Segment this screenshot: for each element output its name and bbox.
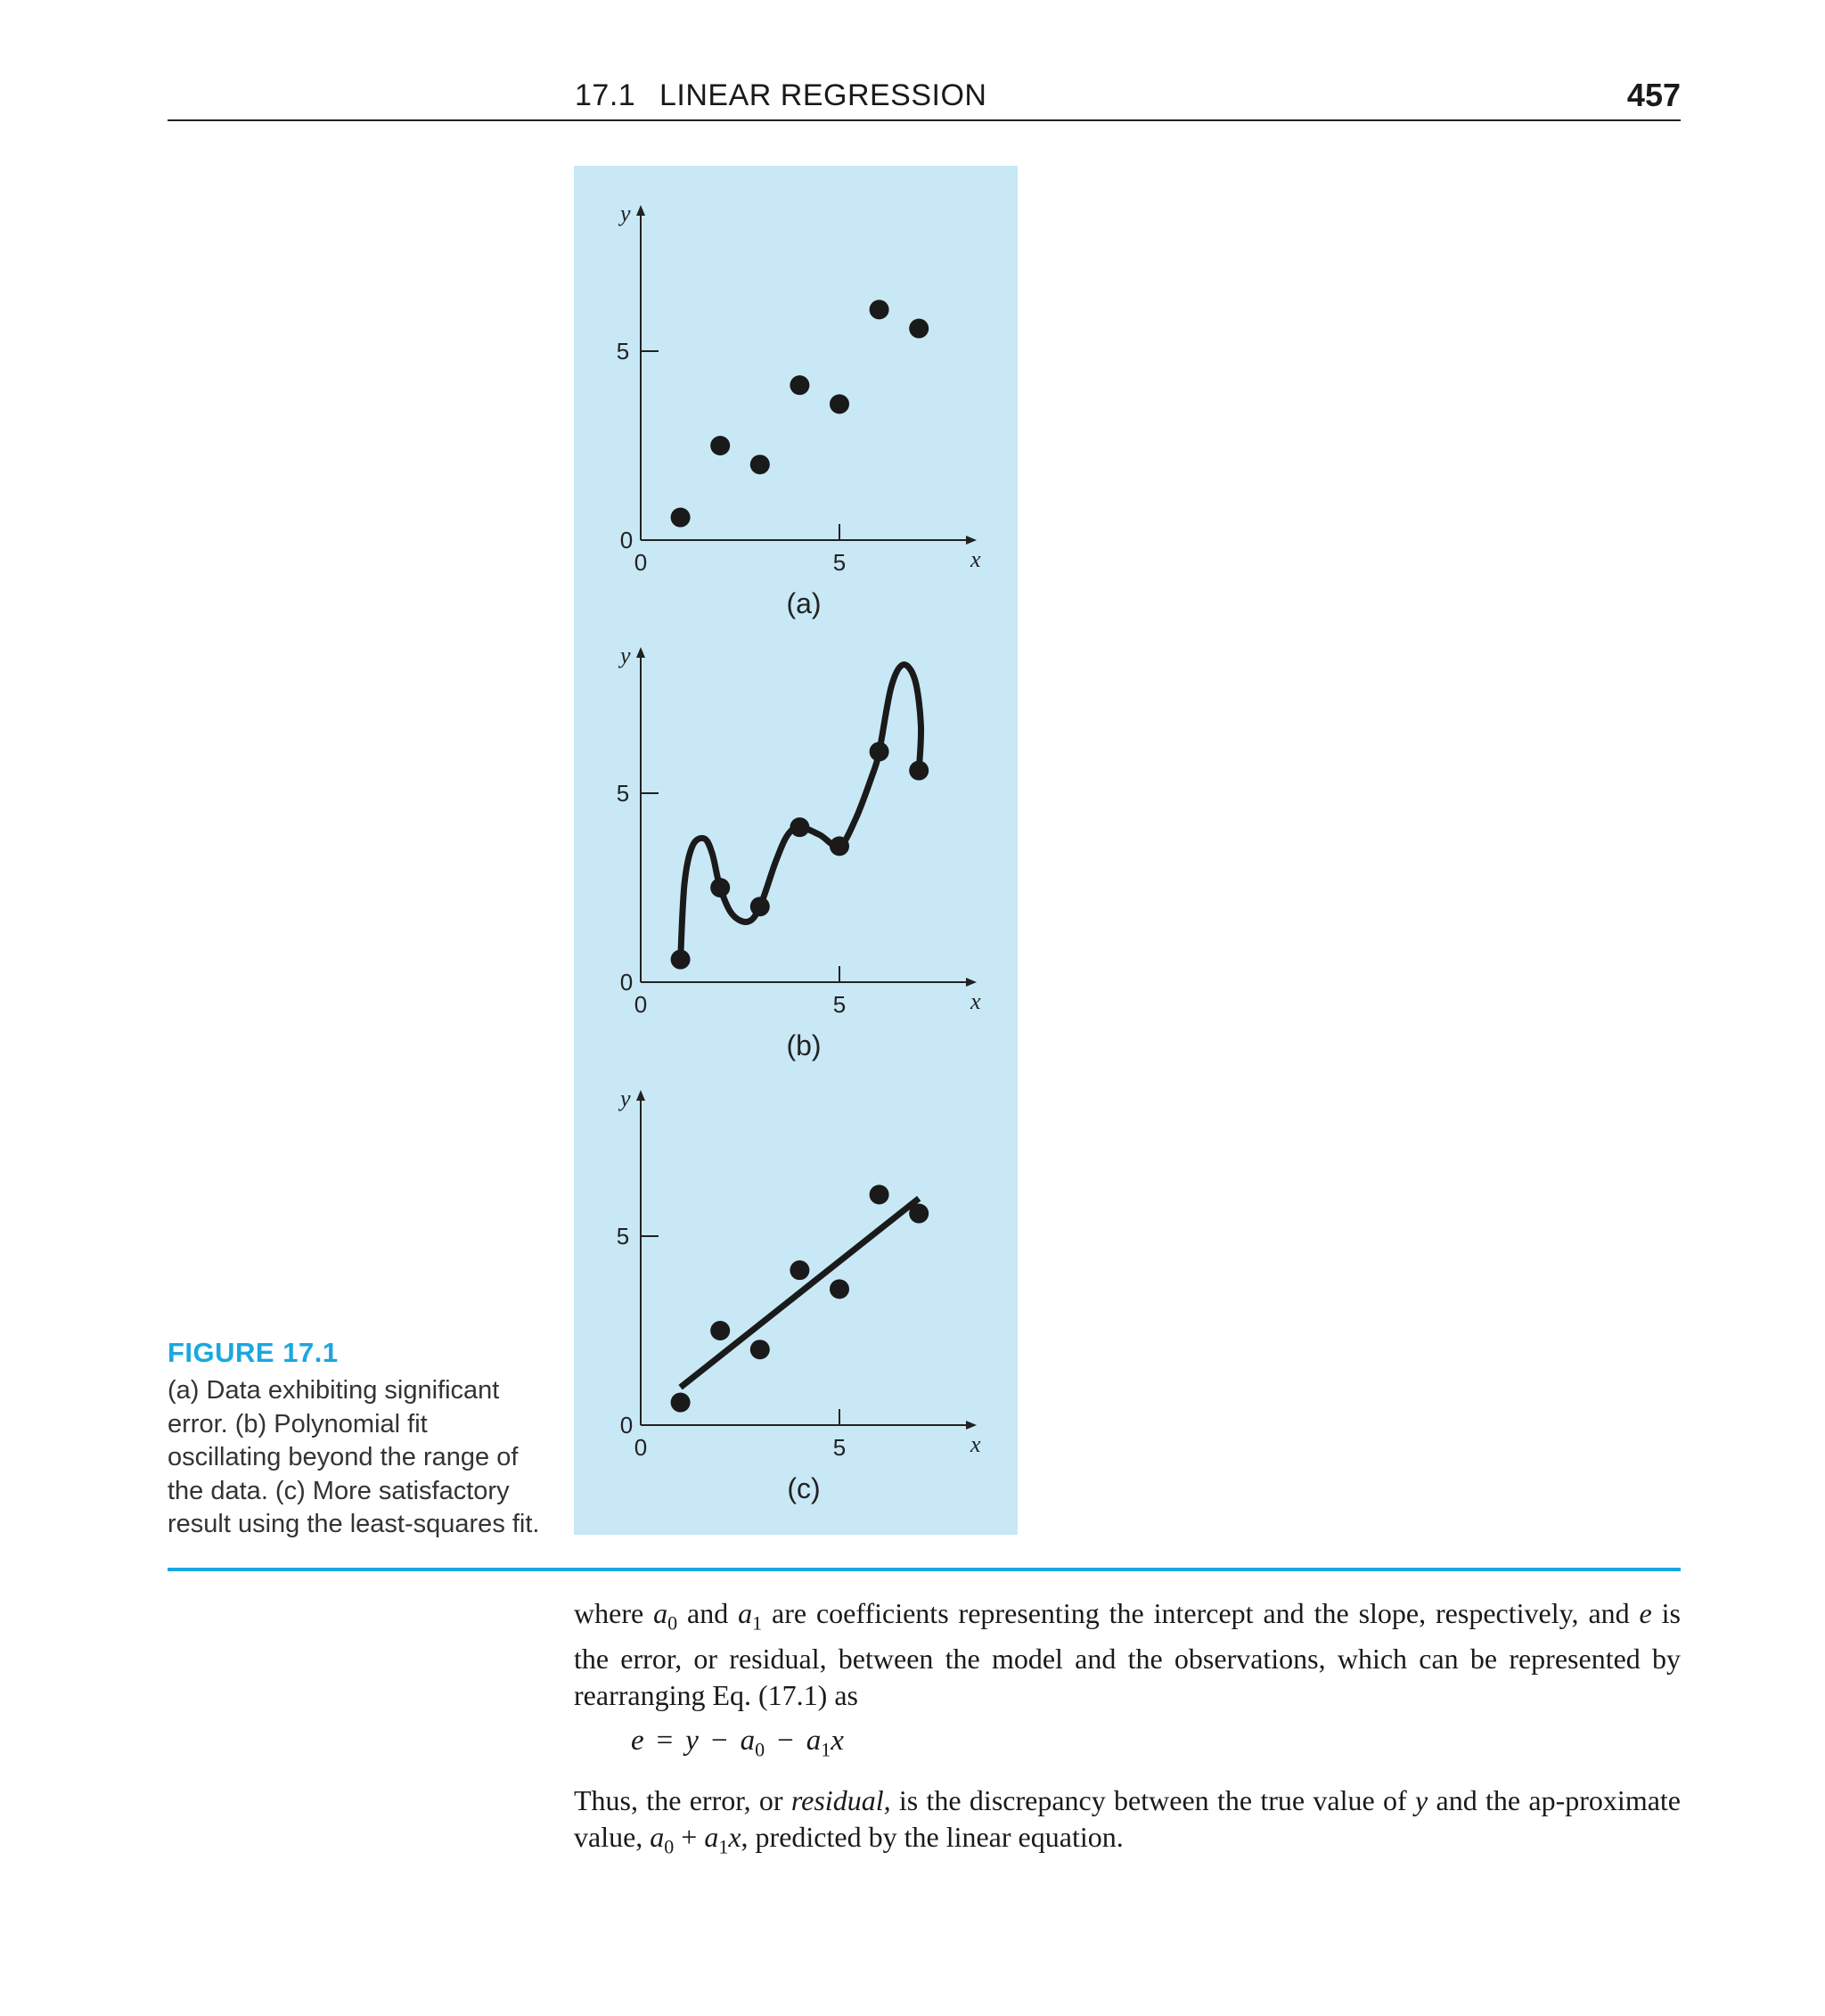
panel-label: (b) xyxy=(786,1029,821,1061)
text-run: and the ap-proximate value, xyxy=(574,1784,1682,1853)
data-point xyxy=(670,949,691,970)
text-run: are coefficients representing the interc… xyxy=(762,1597,1640,1629)
text-run: Thus, the error, or xyxy=(574,1784,791,1816)
data-point xyxy=(710,878,731,897)
text-run: is the error, or residual, between the m… xyxy=(574,1597,1681,1712)
body-paragraph-2: Thus, the error, or residual, is the dis… xyxy=(574,1782,1681,1864)
running-header: 17.1 LINEAR REGRESSION 457 xyxy=(168,77,1681,121)
x-tick-label: 5 xyxy=(833,549,846,576)
text-run: x xyxy=(728,1821,741,1853)
x-tick-label: 5 xyxy=(833,991,846,1018)
x-axis-label: x xyxy=(970,988,981,1014)
x-tick-label: 0 xyxy=(634,991,647,1018)
data-point xyxy=(749,897,770,917)
text-run: a xyxy=(806,1725,822,1757)
text-run: 1 xyxy=(752,1611,763,1635)
data-point xyxy=(869,299,889,320)
text-run: − xyxy=(710,1725,728,1757)
data-point xyxy=(710,436,731,455)
panel-label: (a) xyxy=(786,587,821,619)
text-run: 1 xyxy=(718,1835,729,1858)
section-title: LINEAR REGRESSION xyxy=(659,78,987,112)
text-run: = xyxy=(656,1725,674,1757)
text-run: a xyxy=(738,1597,753,1629)
y-tick-label: 5 xyxy=(617,1223,629,1250)
plot-1: 0 5 0 5 x y (a) xyxy=(617,201,981,619)
text-run: is the discrepancy between the true valu… xyxy=(890,1784,1415,1816)
x-tick-label: 5 xyxy=(833,1434,846,1461)
y-axis-label: y xyxy=(618,643,631,668)
text-run: 0 xyxy=(755,1738,765,1761)
text-run: where xyxy=(574,1597,654,1629)
y-tick-label: 0 xyxy=(620,1412,633,1438)
figure-panel: 0 5 0 5 x y (a) 0 5 0 5 x y (b) 0 5 0 5 x y (c) xyxy=(574,166,1018,1535)
text-run: 1 xyxy=(821,1738,831,1761)
text-run: a xyxy=(704,1821,719,1853)
y-axis-label: y xyxy=(618,201,631,226)
y-axis-arrow xyxy=(636,1090,645,1101)
text-run: and xyxy=(677,1597,739,1629)
data-point xyxy=(790,817,810,838)
data-point xyxy=(790,375,810,396)
y-tick-label: 5 xyxy=(617,780,629,807)
text-run: 0 xyxy=(664,1835,675,1858)
figure-caption-text: (a) Data exhibiting significant error. (… xyxy=(168,1376,540,1538)
text-run: − xyxy=(777,1725,794,1757)
data-point xyxy=(670,507,691,528)
data-point xyxy=(830,836,849,856)
text-run: x xyxy=(831,1725,844,1757)
y-axis-arrow xyxy=(636,647,645,658)
y-axis-label: y xyxy=(618,1086,631,1111)
y-tick-label: 0 xyxy=(620,527,633,553)
data-point xyxy=(830,1279,849,1299)
x-axis-arrow xyxy=(966,978,977,987)
text-run: 0 xyxy=(667,1611,678,1635)
x-axis-arrow xyxy=(966,536,977,545)
equation-residual: e = y − a0− a1x xyxy=(631,1725,844,1762)
least-squares-line xyxy=(678,1195,921,1390)
plot-2: 0 5 0 5 x y (b) xyxy=(617,643,981,1061)
figure-label: FIGURE 17.1 xyxy=(168,1337,339,1368)
data-point xyxy=(909,760,929,781)
page-number: 457 xyxy=(1626,77,1681,113)
x-axis-label: x xyxy=(970,1431,981,1457)
data-point xyxy=(830,394,849,414)
panel-label: (c) xyxy=(787,1472,820,1504)
text-run: , predicted by the linear equation. xyxy=(741,1821,1124,1853)
text-run: a xyxy=(740,1725,756,1757)
y-axis-arrow xyxy=(636,205,645,216)
data-point xyxy=(670,1392,691,1413)
text-run: y xyxy=(1415,1784,1428,1816)
data-point xyxy=(710,1321,731,1340)
figure-plots: 0 5 0 5 x y (a) 0 5 0 5 x y (b) 0 5 0 5 x y (c) xyxy=(617,201,981,1504)
text-run: y xyxy=(685,1725,699,1757)
text-run: + xyxy=(674,1821,705,1853)
plot-3: 0 5 0 5 x y (c) xyxy=(617,1086,981,1504)
section-divider xyxy=(168,1568,1681,1571)
y-tick-label: 0 xyxy=(620,969,633,996)
data-point xyxy=(869,1184,889,1205)
y-tick-label: 5 xyxy=(617,338,629,365)
x-tick-label: 0 xyxy=(634,1434,647,1461)
x-axis-label: x xyxy=(970,546,981,572)
data-point xyxy=(790,1260,810,1281)
x-tick-label: 0 xyxy=(634,549,647,576)
text-run: a xyxy=(653,1597,668,1629)
data-point xyxy=(749,455,770,475)
data-point xyxy=(869,742,889,762)
text-run: e xyxy=(631,1725,644,1757)
x-axis-arrow xyxy=(966,1421,977,1430)
text-run: a xyxy=(650,1821,665,1853)
polynomial-fit-curve xyxy=(677,661,925,960)
text-run: residual, xyxy=(790,1784,891,1816)
data-point xyxy=(909,318,929,339)
body-paragraph-1: where a0 and a1 are coefficients represe… xyxy=(574,1595,1681,1714)
figure-caption: (a) Data exhibiting significant error. (… xyxy=(168,1374,542,1542)
text-run: e xyxy=(1639,1597,1652,1629)
data-point xyxy=(909,1203,929,1224)
data-point xyxy=(749,1340,770,1360)
section-number: 17.1 xyxy=(575,78,636,112)
